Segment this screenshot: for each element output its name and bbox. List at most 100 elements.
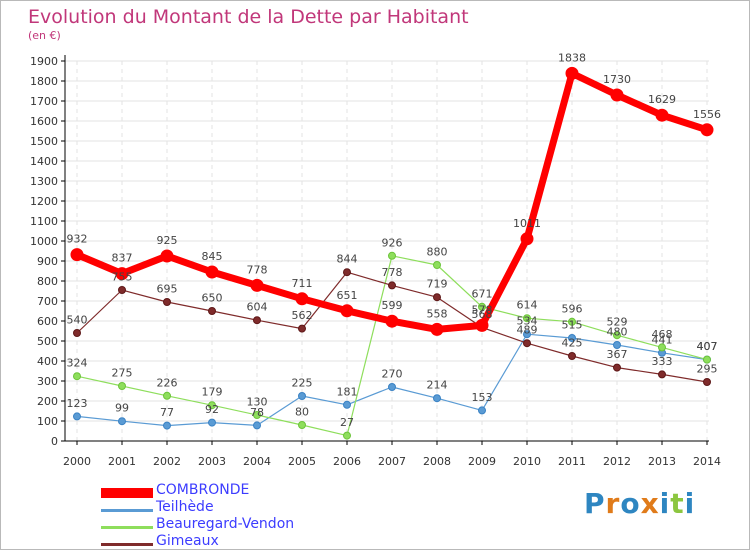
y-tick-label: 100 <box>37 415 58 428</box>
data-label-gimeaux: 489 <box>517 324 538 337</box>
data-label-combronde: 1629 <box>648 93 676 106</box>
data-point-combronde <box>610 88 624 102</box>
data-label-combronde: 932 <box>67 233 88 246</box>
data-label-teilh-de: 99 <box>115 402 129 415</box>
y-tick-label: 1500 <box>30 135 58 148</box>
legend-swatch <box>101 525 153 529</box>
data-label-teilh-de: 78 <box>250 406 264 419</box>
y-tick-label: 1400 <box>30 155 58 168</box>
data-point-teilh-de <box>118 417 126 426</box>
data-label-teilh-de: 441 <box>652 333 673 346</box>
data-label-combronde: 837 <box>112 252 133 265</box>
logo-letter: o <box>620 487 641 520</box>
data-label-beauregard-vendon: 468 <box>652 328 673 341</box>
x-tick-label: 2005 <box>288 455 316 468</box>
data-point-gimeaux <box>523 339 531 348</box>
data-label-gimeaux: 562 <box>292 309 313 322</box>
data-label-combronde: 558 <box>427 307 448 320</box>
data-label-combronde: 1838 <box>558 51 586 64</box>
data-point-gimeaux <box>208 307 216 315</box>
data-label-gimeaux: 755 <box>112 271 133 284</box>
data-label-gimeaux: 844 <box>337 253 358 266</box>
data-point-teilh-de <box>208 418 216 427</box>
x-tick-label: 2004 <box>243 455 271 468</box>
data-label-combronde: 651 <box>337 289 358 302</box>
data-point-beauregard-vendon <box>298 421 306 429</box>
x-tick-label: 2008 <box>423 455 451 468</box>
unit-label: (en €) <box>28 29 61 42</box>
data-point-combronde <box>700 123 714 137</box>
data-point-gimeaux <box>343 268 351 277</box>
data-label-beauregard-vendon: 596 <box>562 302 583 315</box>
data-point-beauregard-vendon <box>343 431 351 440</box>
data-point-teilh-de <box>343 400 351 409</box>
y-tick-label: 1200 <box>30 195 58 208</box>
data-point-gimeaux <box>388 281 396 290</box>
data-label-layer: 123 99 77 92 78 225 181 270 214 153 534 515 480 441 40… <box>67 51 722 429</box>
data-label-beauregard-vendon: 529 <box>607 316 628 329</box>
data-label-combronde: 1730 <box>603 73 631 86</box>
series-gimeaux <box>73 268 711 386</box>
chart-title: Evolution du Montant de la Dette par Hab… <box>28 6 469 28</box>
data-point-beauregard-vendon <box>613 331 621 340</box>
data-label-gimeaux: 333 <box>652 355 673 368</box>
y-tick-label: 1300 <box>30 175 58 188</box>
data-label-teilh-de: 225 <box>292 377 313 390</box>
y-tick-label: 0 <box>51 435 58 448</box>
series-layer <box>70 66 714 440</box>
x-tick-label: 2006 <box>333 455 361 468</box>
logo-letter: t <box>670 487 685 520</box>
y-tick-label: 400 <box>37 355 58 368</box>
logo-letter: x <box>640 487 660 520</box>
y-tick-label: 1000 <box>30 235 58 248</box>
data-label-combronde: 845 <box>202 250 223 263</box>
legend-label: Beauregard-Vendon <box>156 516 295 532</box>
x-tick-label: 2002 <box>153 455 181 468</box>
data-point-combronde <box>385 314 399 328</box>
data-point-gimeaux <box>568 352 576 360</box>
data-point-beauregard-vendon <box>568 317 576 326</box>
data-point-gimeaux <box>73 329 81 337</box>
data-label-beauregard-vendon: 80 <box>295 406 309 419</box>
legend-label: Gimeaux <box>156 533 219 549</box>
data-label-teilh-de: 123 <box>67 397 88 410</box>
data-label-beauregard-vendon: 926 <box>382 236 403 249</box>
x-tick-label: 2013 <box>648 455 676 468</box>
y-tick-label: 200 <box>37 395 58 408</box>
data-point-combronde <box>475 318 489 332</box>
legend-swatch <box>101 542 153 546</box>
series-combronde <box>70 66 714 336</box>
series-beauregard-vendon <box>73 251 711 440</box>
data-label-combronde: 1556 <box>693 108 721 121</box>
grid-layer <box>65 60 709 441</box>
data-point-teilh-de <box>388 383 396 391</box>
data-point-beauregard-vendon <box>433 261 441 269</box>
x-tick-label: 2011 <box>558 455 586 468</box>
data-point-beauregard-vendon <box>253 411 261 419</box>
y-tick-label: 1800 <box>30 75 58 88</box>
data-label-combronde: 925 <box>157 234 178 247</box>
data-label-gimeaux: 367 <box>607 348 628 361</box>
data-point-teilh-de <box>298 392 306 400</box>
legend-swatch <box>101 508 153 512</box>
y-tick-label: 700 <box>37 295 58 308</box>
data-point-gimeaux <box>163 298 171 306</box>
data-label-teilh-de: 515 <box>562 319 583 332</box>
data-label-beauregard-vendon: 226 <box>157 376 178 389</box>
data-label-gimeaux: 778 <box>382 266 403 279</box>
x-tick-label: 2000 <box>63 455 91 468</box>
data-point-gimeaux <box>613 363 621 372</box>
data-label-gimeaux: 604 <box>247 301 268 314</box>
data-point-beauregard-vendon <box>208 401 216 410</box>
data-point-beauregard-vendon <box>73 372 81 381</box>
y-tick-label: 900 <box>37 255 58 268</box>
data-point-beauregard-vendon <box>703 355 711 364</box>
proxiti-logo: Proxiti <box>584 487 695 520</box>
data-point-teilh-de <box>613 341 621 349</box>
data-point-combronde <box>115 267 129 281</box>
series-teilh-de <box>73 330 711 430</box>
data-label-teilh-de: 480 <box>607 326 628 339</box>
data-label-gimeaux: 568 <box>472 308 493 321</box>
y-tick-label: 800 <box>37 275 58 288</box>
